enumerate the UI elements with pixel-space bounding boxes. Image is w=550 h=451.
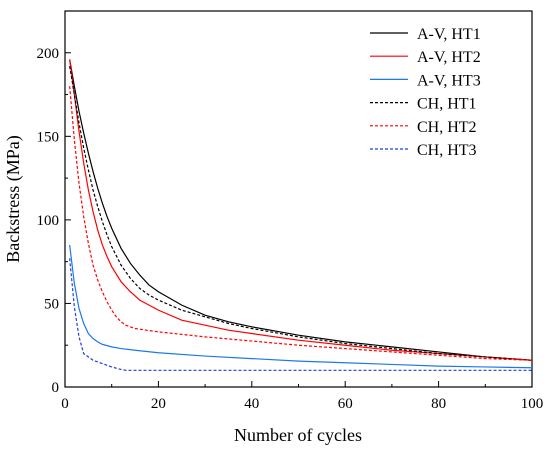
x-tick-label-2: 40 <box>244 396 259 412</box>
x-tick-label-1: 20 <box>151 396 166 412</box>
y-tick-label-2: 100 <box>37 213 60 229</box>
legend-label-2: A-V, HT3 <box>417 72 481 89</box>
legend: A-V, HT1 A-V, HT2 A-V, HT3 CH, HT1 CH, HT2 CH… <box>370 26 481 159</box>
x-axis-label: Number of cycles <box>234 425 362 445</box>
series-line-0 <box>69 59 533 361</box>
legend-label-4: CH, HT2 <box>417 119 477 136</box>
x-tick-label-5: 100 <box>521 396 544 412</box>
x-tick-label-4: 80 <box>431 396 446 412</box>
series-line-1 <box>69 59 533 361</box>
y-tick-label-1: 50 <box>44 296 59 312</box>
legend-label-5: CH, HT3 <box>417 142 477 159</box>
y-tick-label-0: 0 <box>52 380 60 396</box>
y-tick-label-3: 150 <box>37 129 60 145</box>
y-tick-label-4: 200 <box>37 46 60 62</box>
series-lines <box>69 59 533 371</box>
legend-label-3: CH, HT1 <box>417 96 477 113</box>
x-tick-label-0: 0 <box>61 396 69 412</box>
series-line-2 <box>69 244 533 369</box>
axis-ticks: 0 20 40 60 80 100 0 50 100 150 200 <box>37 10 544 412</box>
x-tick-label-3: 60 <box>338 396 353 412</box>
series-line-3 <box>69 66 533 361</box>
y-axis-label: Backstress (MPa) <box>3 135 24 262</box>
legend-label-1: A-V, HT2 <box>417 49 481 66</box>
legend-label-0: A-V, HT1 <box>417 26 481 43</box>
series-line-5 <box>69 258 532 371</box>
plot-area-frame <box>64 10 533 388</box>
series-line-4 <box>69 86 533 361</box>
